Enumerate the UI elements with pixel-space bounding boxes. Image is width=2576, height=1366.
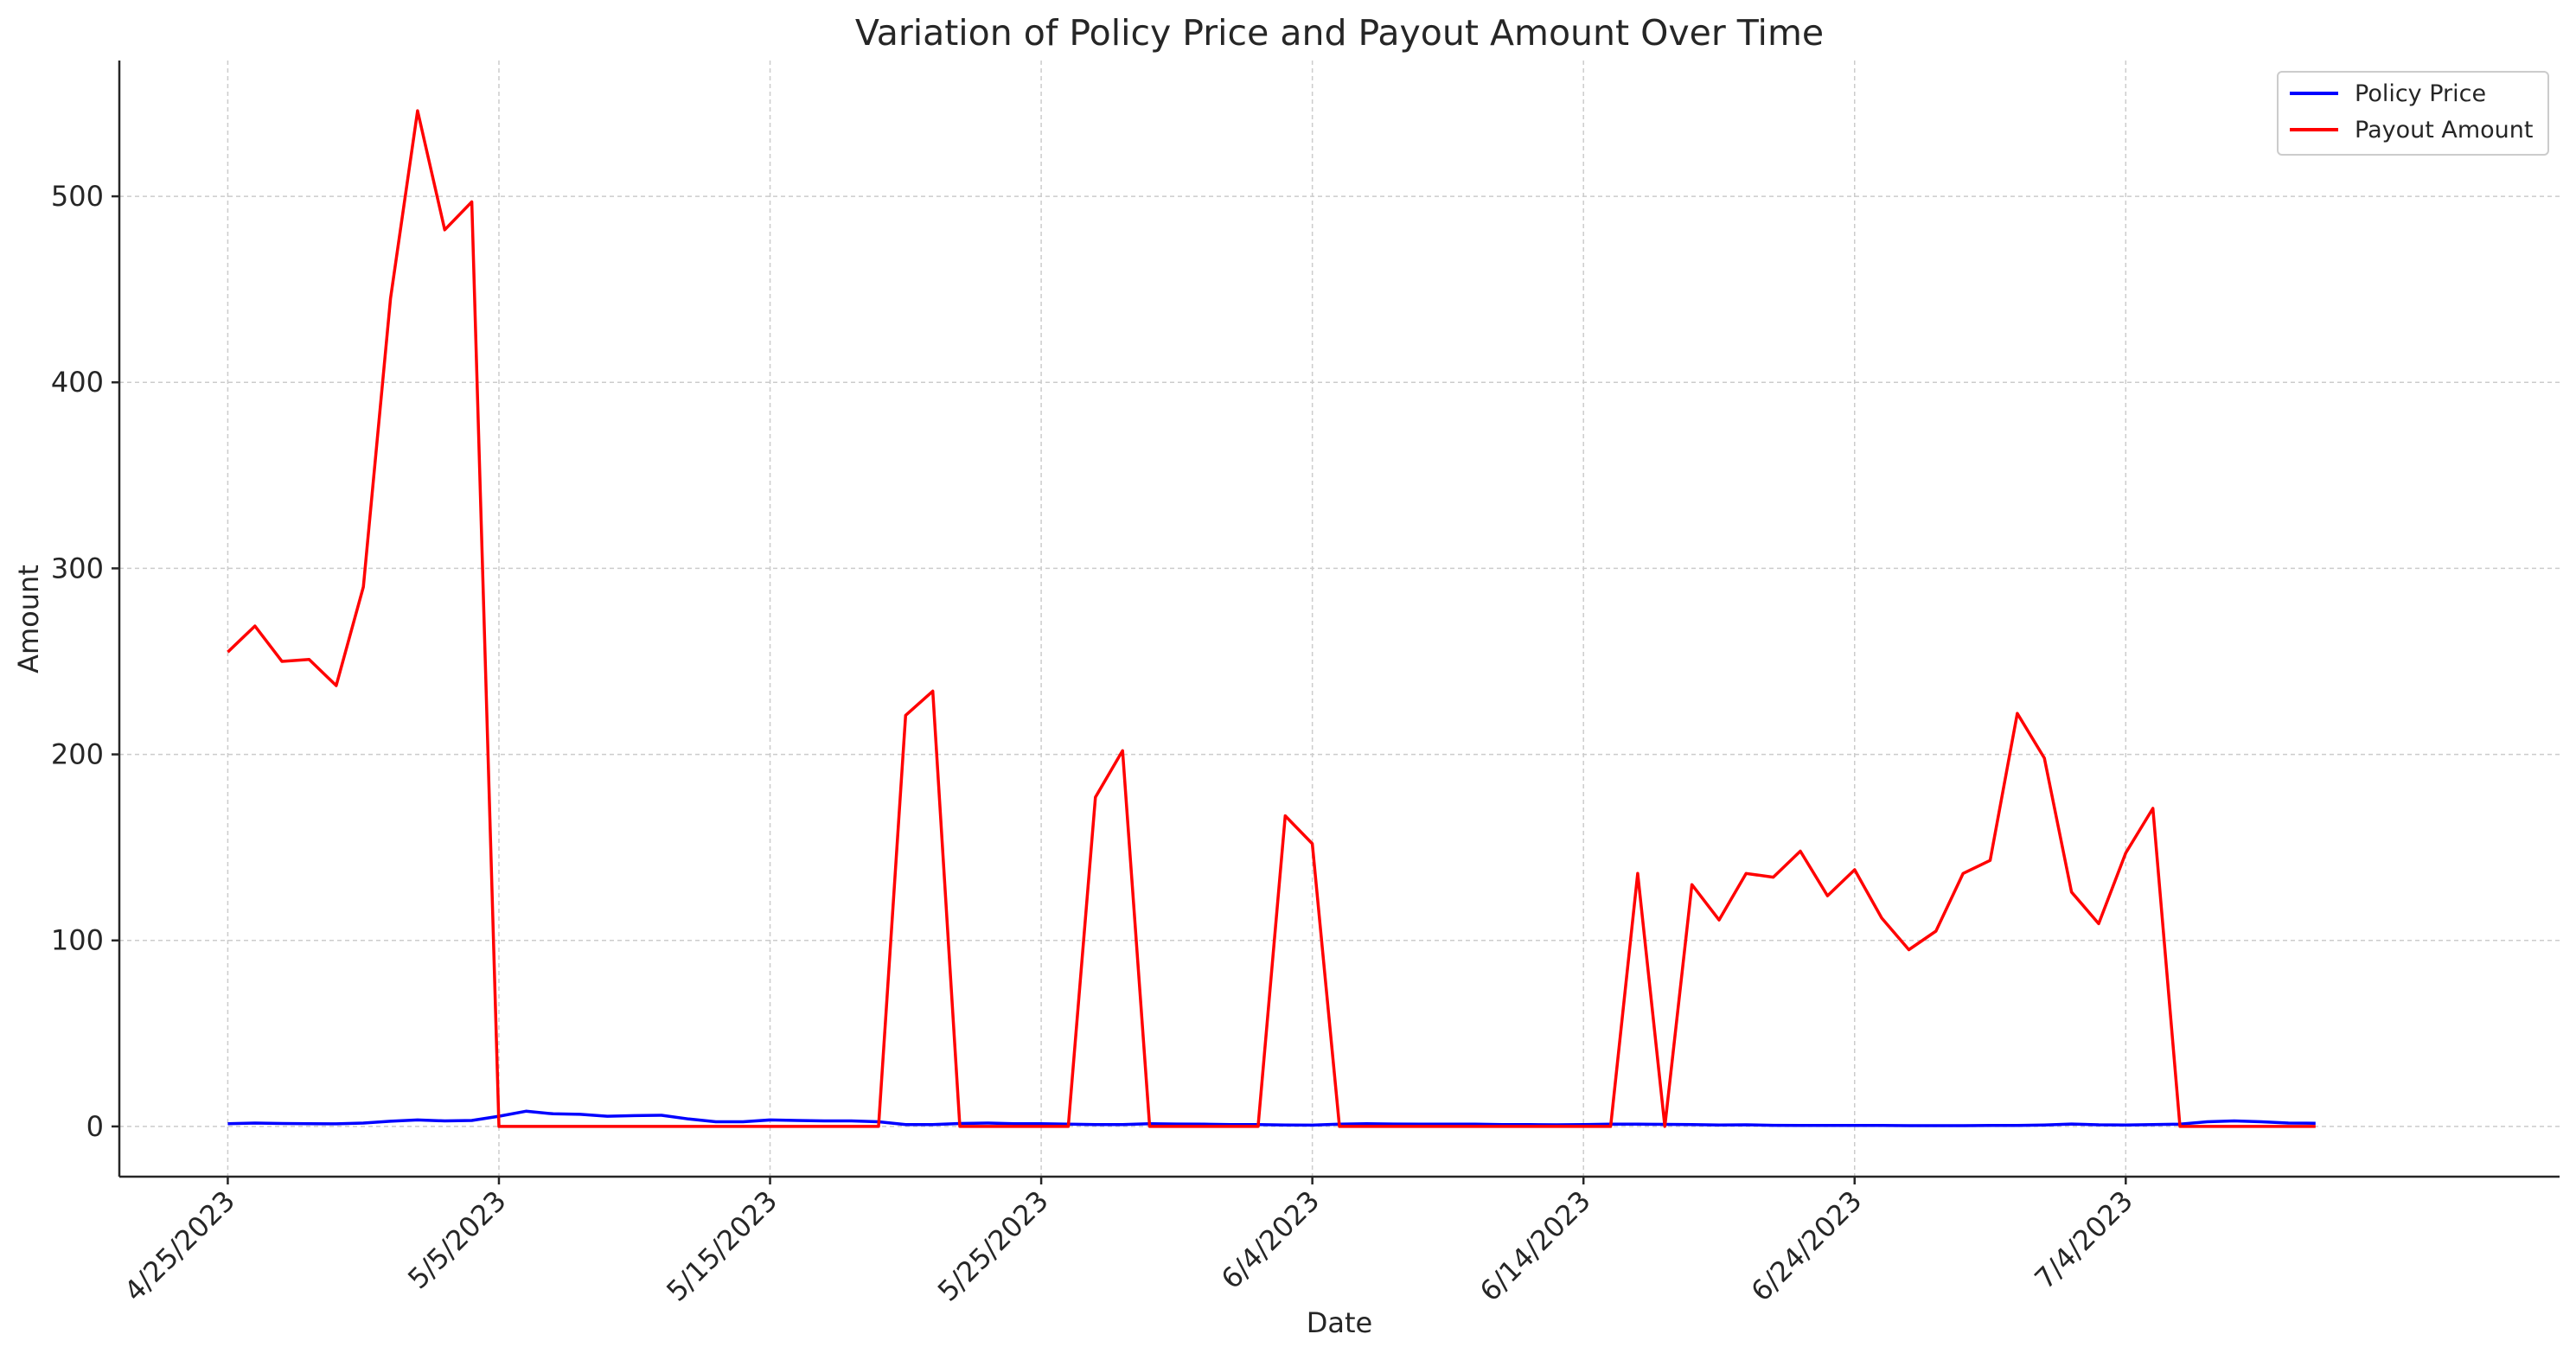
x-tick-label-5-25-2023: 5/25/2023 — [931, 1184, 1055, 1308]
x-axis-label: Date — [1307, 1306, 1372, 1339]
y-tick-label-500: 500 — [51, 180, 104, 213]
x-tick-label-6-4-2023: 6/4/2023 — [1215, 1184, 1326, 1295]
legend-label-policy-price: Policy Price — [2355, 80, 2486, 107]
series-layer — [227, 109, 2316, 1128]
legend: Policy Price Payout Amount — [2277, 71, 2549, 156]
y-tick-label-200: 200 — [51, 738, 104, 771]
legend-box — [2277, 71, 2549, 156]
x-tick-label-7-4-2023: 7/4/2023 — [2028, 1184, 2138, 1295]
x-tick-label-5-15-2023: 5/15/2023 — [660, 1184, 783, 1308]
y-axis-label: Amount — [12, 565, 45, 673]
y-axis-ticks: 0 100 200 300 400 500 — [51, 180, 119, 1143]
x-axis-ticks: 4/25/2023 5/5/2023 5/15/2023 5/25/2023 6/4/2… — [118, 1177, 2139, 1308]
x-tick-label-6-14-2023: 6/14/2023 — [1473, 1184, 1597, 1308]
y-tick-label-300: 300 — [51, 552, 104, 584]
y-tick-label-100: 100 — [51, 924, 104, 957]
x-tick-label-5-5-2023: 5/5/2023 — [401, 1184, 512, 1295]
series-line-policy-price — [227, 1109, 2316, 1127]
chart-title: Variation of Policy Price and Payout Amo… — [855, 12, 1824, 54]
series-line-payout-amount — [227, 109, 2316, 1128]
y-tick-label-0: 0 — [86, 1110, 104, 1143]
grid — [119, 61, 2560, 1177]
x-tick-label-6-24-2023: 6/24/2023 — [1745, 1184, 1869, 1308]
legend-label-payout-amount: Payout Amount — [2355, 117, 2534, 144]
x-tick-label-4-25-2023: 4/25/2023 — [118, 1184, 241, 1308]
y-tick-label-400: 400 — [51, 366, 104, 399]
